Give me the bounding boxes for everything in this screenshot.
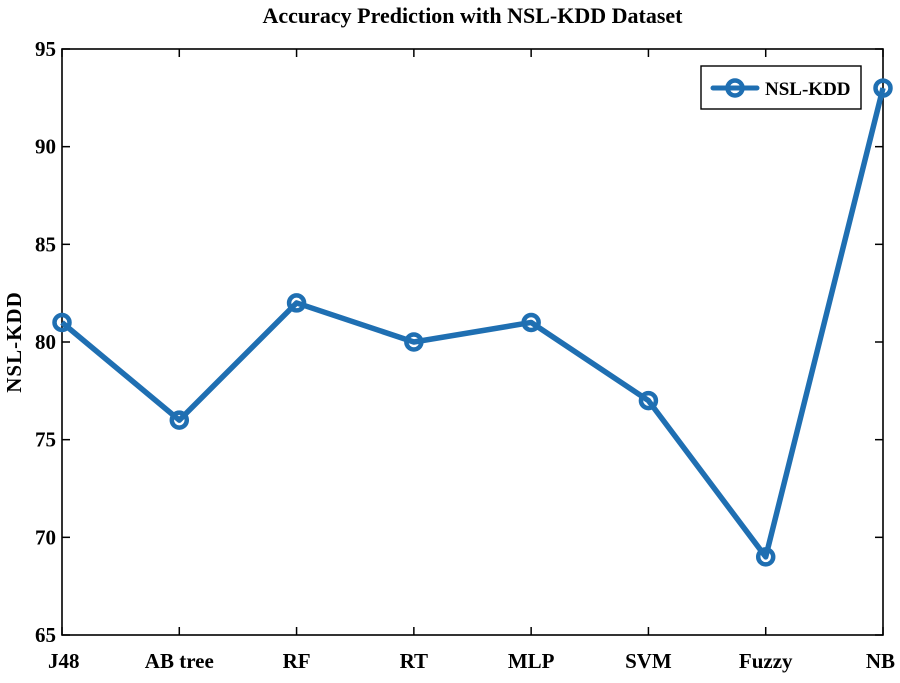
y-tick-label: 65 — [35, 623, 56, 647]
data-point-marker — [873, 78, 893, 98]
data-point-marker — [52, 312, 72, 333]
y-tick-label: 95 — [35, 37, 56, 61]
x-tick-label: AB tree — [145, 649, 214, 673]
data-point-marker — [755, 547, 776, 567]
data-point-marker — [638, 390, 659, 411]
x-tick-label: NB — [866, 649, 895, 673]
x-tick-label: J48 — [48, 649, 80, 673]
y-tick-label: 80 — [35, 330, 56, 354]
chart-title: Accuracy Prediction with NSL-KDD Dataset — [263, 3, 684, 28]
y-tick-label: 70 — [35, 525, 56, 549]
y-axis-ticks: 65 70 75 80 85 90 95 — [35, 37, 883, 647]
y-axis-label: NSL-KDD — [2, 291, 26, 393]
x-axis-ticks: J48 AB tree RF RT MLP SVM Fuzzy NB — [48, 49, 895, 673]
legend-box — [700, 65, 862, 110]
y-tick-label: 75 — [35, 428, 56, 452]
data-point-marker — [521, 312, 541, 333]
data-point-marker — [404, 332, 424, 352]
x-tick-label: RT — [400, 649, 428, 673]
x-tick-label: Fuzzy — [739, 649, 793, 673]
data-point-marker — [169, 410, 190, 430]
legend-label: NSL-KDD — [765, 79, 851, 100]
x-tick-label: MLP — [508, 649, 555, 673]
series-group — [52, 78, 893, 567]
legend-marker-icon — [725, 78, 745, 98]
y-tick-label: 85 — [35, 232, 56, 256]
series-line — [60, 87, 886, 560]
x-tick-label: SVM — [625, 649, 672, 673]
data-point-marker — [286, 293, 307, 313]
y-tick-label: 90 — [35, 135, 56, 159]
legend: NSL-KDD — [700, 65, 862, 110]
x-tick-label: RF — [283, 649, 311, 673]
